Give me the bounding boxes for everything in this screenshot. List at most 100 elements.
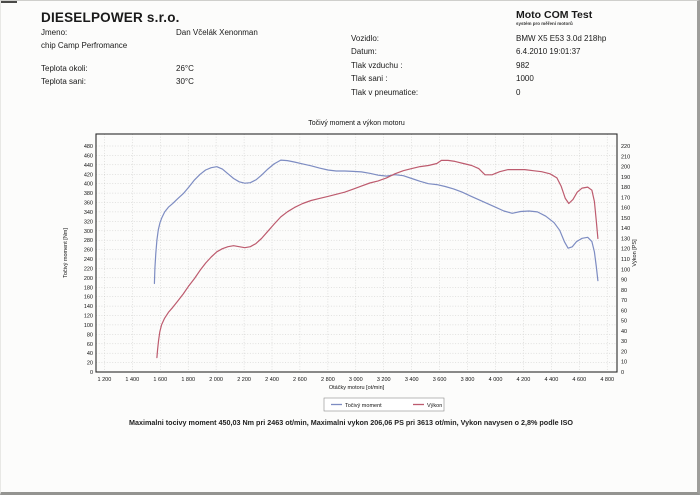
x-tick-label: 4 600: [572, 377, 586, 383]
x-tick-label: 2 400: [265, 377, 279, 383]
y-left-tick-label: 40: [87, 351, 93, 357]
y-left-tick-label: 380: [84, 191, 93, 197]
x-tick-label: 1 400: [125, 377, 139, 383]
legend-label: Výkon: [427, 403, 442, 409]
y-right-tick-label: 20: [621, 350, 627, 356]
y-right-tick-label: 180: [621, 185, 630, 191]
y-right-tick-label: 170: [621, 195, 630, 201]
power-curve: [156, 159, 599, 359]
y-right-tick-label: 120: [621, 247, 630, 253]
left-field-row-3: Teplota sani: 30°C: [41, 77, 351, 90]
field-value: 6.4.2010 19:01:37: [516, 47, 581, 57]
x-tick-label: 3 600: [433, 377, 447, 383]
field-label: chip Camp Perfromance: [41, 41, 128, 51]
y-right-tick-label: 90: [621, 278, 627, 284]
field-value: 1000: [516, 74, 534, 84]
scan-artifact: [1, 1, 17, 3]
chart-title: Točivý moment a výkon motoru: [308, 120, 405, 127]
product-name: Moto COM Test: [516, 9, 593, 21]
y-right-tick-label: 30: [621, 339, 627, 345]
right-field-row-2: Tlak vzduchu : 982: [351, 61, 681, 74]
torque-curve: [153, 159, 599, 285]
x-tick-label: 2 600: [293, 377, 307, 383]
y-right-tick-label: 140: [621, 226, 630, 232]
y-left-tick-label: 60: [87, 342, 93, 348]
y-left-tick-label: 20: [87, 361, 93, 367]
product-tagline: systém pro měření motorů: [516, 21, 573, 26]
left-field-row-1: chip Camp Perfromance: [41, 41, 351, 54]
field-value: 982: [516, 60, 530, 70]
right-field-row-3: Tlak sani : 1000: [351, 74, 681, 87]
y-left-tick-label: 240: [84, 257, 93, 263]
y-right-tick-label: 160: [621, 206, 630, 212]
x-tick-label: 2 800: [321, 377, 335, 383]
legend-box: [323, 397, 445, 412]
x-tick-label: 4 200: [517, 377, 531, 383]
y-left-tick-label: 260: [84, 248, 93, 254]
field-label: Jmeno:: [41, 28, 68, 37]
y-right-tick-label: 130: [621, 237, 630, 243]
y-right-tick-label: 100: [621, 267, 630, 273]
x-tick-label: 3 200: [377, 377, 391, 383]
right-field-row-4: Tlak v pneumatice: 0: [351, 88, 681, 101]
field-label: Tlak v pneumatice:: [351, 87, 419, 97]
y-left-tick-label: 120: [84, 314, 93, 320]
y-left-tick-label: 160: [84, 295, 93, 301]
y-right-tick-label: 200: [621, 165, 630, 171]
field-label: Teplota sani:: [41, 77, 86, 87]
x-tick-label: 1 200: [98, 377, 112, 383]
y-left-tick-label: 140: [84, 304, 93, 310]
field-label: Teplota okoli:: [41, 63, 88, 73]
left-field-row-2: Teplota okoli: 26°C: [41, 64, 351, 77]
y-left-tick-label: 360: [84, 201, 93, 207]
y-right-axis-title: Výkon [PS]: [632, 239, 638, 267]
y-left-tick-label: 440: [84, 163, 93, 169]
y-right-tick-label: 60: [621, 308, 627, 314]
y-left-tick-label: 80: [87, 332, 93, 338]
x-tick-label: 4 000: [489, 377, 503, 383]
x-tick-label: 2 000: [209, 377, 223, 383]
x-tick-label: 3 000: [349, 377, 363, 383]
y-left-tick-label: 460: [84, 153, 93, 159]
y-right-tick-label: 190: [621, 175, 630, 181]
y-left-tick-label: 400: [84, 182, 93, 188]
x-tick-label: 4 400: [545, 377, 559, 383]
y-right-tick-label: 220: [621, 144, 630, 150]
y-left-tick-label: 220: [84, 266, 93, 272]
header-fields-left: Jmeno: Dan Včelák Xenonman chip Camp Perfr…: [41, 28, 351, 91]
x-tick-label: 2 200: [237, 377, 251, 383]
y-left-tick-label: 200: [84, 276, 93, 282]
y-left-tick-label: 480: [84, 144, 93, 150]
field-label: Tlak sani :: [351, 74, 388, 84]
y-left-tick-label: 300: [84, 229, 93, 235]
y-right-tick-label: 150: [621, 216, 630, 222]
y-right-tick-label: 110: [621, 257, 630, 263]
dyno-chart: Točivý moment a výkon motoru 0 20 40 60 80 100…: [61, 115, 646, 419]
x-tick-label: 3 800: [461, 377, 475, 383]
y-left-tick-label: 320: [84, 219, 93, 225]
legend-label: Točivý moment: [345, 403, 382, 409]
field-label: Tlak vzduchu :: [351, 60, 403, 70]
x-tick-label: 3 400: [405, 377, 419, 383]
result-summary: Maximalni tocivy moment 450,03 Nm pri 24…: [129, 418, 573, 427]
x-tick-label: 1 800: [181, 377, 195, 383]
y-left-tick-label: 100: [84, 323, 93, 329]
field-value: Dan Včelák Xenonman: [176, 28, 258, 37]
y-left-tick-label: 280: [84, 238, 93, 244]
y-left-tick-label: 0: [90, 370, 93, 376]
plot-border: [95, 133, 618, 373]
y-right-tick-label: 210: [621, 154, 630, 160]
header-fields-right: Vozidlo: BMW X5 E53 3.0d 218hp Datum: 6.4.2…: [351, 34, 681, 101]
right-field-row-1: Datum: 6.4.2010 19:01:37: [351, 47, 681, 60]
y-right-tick-label: 50: [621, 319, 627, 325]
y-right-tick-label: 70: [621, 298, 627, 304]
x-axis-title: Otáčky motoru [ot/min]: [329, 385, 385, 391]
field-label: Vozidlo:: [351, 34, 380, 43]
x-tick-label: 4 800: [600, 377, 614, 383]
field-value: 0: [516, 87, 521, 97]
y-left-axis-title: Točivý moment [Nm]: [63, 228, 69, 278]
y-right-tick-label: 40: [621, 329, 627, 335]
y-right-tick-label: 0: [621, 370, 624, 376]
field-value: 30°C: [176, 77, 194, 87]
y-left-tick-label: 420: [84, 172, 93, 178]
